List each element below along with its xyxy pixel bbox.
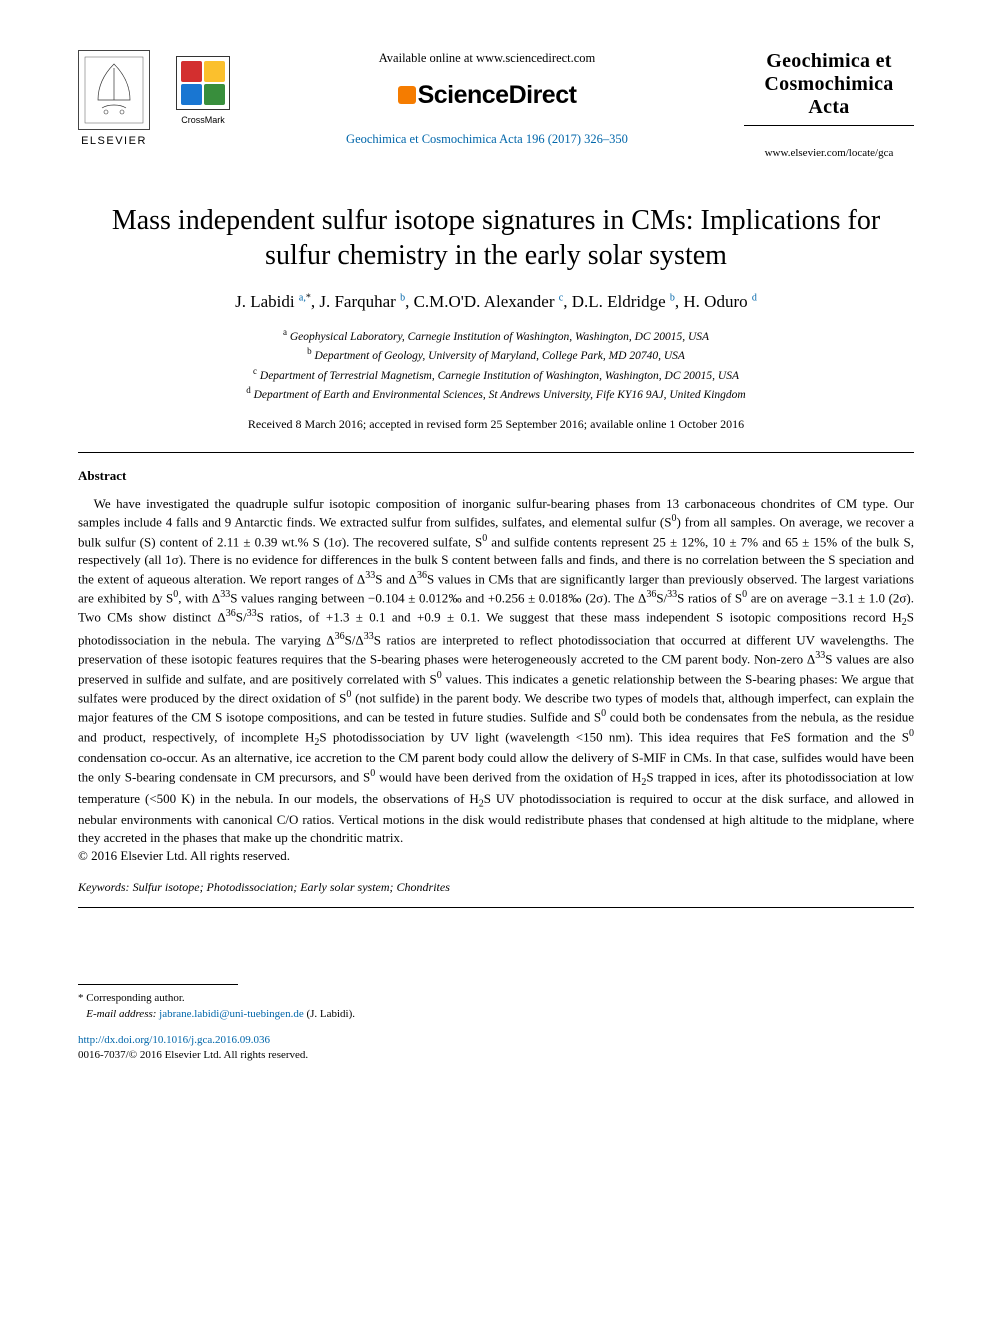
journal-reference-line: Geochimica et Cosmochimica Acta 196 (201…: [242, 131, 732, 148]
keywords-values: Sulfur isotope; Photodissociation; Early…: [133, 880, 450, 894]
crossmark-icon: [176, 56, 230, 110]
available-online-line: Available online at www.sciencedirect.co…: [242, 50, 732, 67]
affiliation-b: b Department of Geology, University of M…: [78, 345, 914, 365]
footnote-star: * Corresponding author.: [78, 991, 914, 1007]
elsevier-block: ELSEVIER: [78, 50, 150, 149]
crossmark-block[interactable]: CrossMark: [176, 56, 230, 126]
email-author: (J. Labidi).: [306, 1008, 355, 1020]
header-left-logos: ELSEVIER CrossMark: [78, 50, 230, 149]
affiliation-c: c Department of Terrestrial Magnetism, C…: [78, 365, 914, 385]
sciencedirect-logo: ScienceDirect: [242, 79, 732, 113]
keywords-bottom-rule: [78, 907, 914, 908]
doi-line: http://dx.doi.org/10.1016/j.gca.2016.09.…: [78, 1033, 914, 1048]
journal-name-l1: Geochimica et: [744, 50, 914, 73]
header-right: Geochimica et Cosmochimica Acta www.else…: [744, 50, 914, 161]
journal-name: Geochimica et Cosmochimica Acta: [744, 50, 914, 119]
corresponding-email-link[interactable]: jabrane.labidi@uni-tuebingen.de: [159, 1008, 304, 1020]
elsevier-tree-icon: [78, 50, 150, 130]
footnote-separator: [78, 984, 238, 985]
abstract-copyright: © 2016 Elsevier Ltd. All rights reserved…: [78, 847, 914, 865]
author-list: J. Labidi a,*, J. Farquhar b, C.M.O'D. A…: [78, 291, 914, 314]
locate-url: www.elsevier.com/locate/gca: [744, 146, 914, 161]
affiliation-a: a Geophysical Laboratory, Carnegie Insti…: [78, 326, 914, 346]
journal-ref-link[interactable]: Geochimica et Cosmochimica Acta 196 (201…: [346, 132, 628, 146]
sd-text: ScienceDirect: [418, 81, 577, 109]
keywords-line: Keywords: Sulfur isotope; Photodissociat…: [78, 879, 914, 895]
abstract-top-rule: [78, 452, 914, 453]
affiliations: a Geophysical Laboratory, Carnegie Insti…: [78, 326, 914, 404]
crossmark-label: CrossMark: [181, 114, 225, 126]
abstract-text: We have investigated the quadruple sulfu…: [78, 495, 914, 848]
abstract-heading: Abstract: [78, 467, 914, 485]
corresponding-author-footnote: * Corresponding author. E-mail address: …: [78, 991, 914, 1023]
affiliation-d: d Department of Earth and Environmental …: [78, 384, 914, 404]
email-label: E-mail address:: [86, 1008, 156, 1020]
doi-link[interactable]: http://dx.doi.org/10.1016/j.gca.2016.09.…: [78, 1034, 270, 1046]
footnote-email-line: E-mail address: jabrane.labidi@uni-tuebi…: [78, 1007, 914, 1023]
journal-name-l3: Acta: [744, 96, 914, 119]
journal-name-underline: [744, 125, 914, 126]
abstract-body: We have investigated the quadruple sulfu…: [78, 495, 914, 866]
issn-copyright: 0016-7037/© 2016 Elsevier Ltd. All right…: [78, 1048, 914, 1063]
sd-orange-icon: [398, 86, 416, 104]
article-title: Mass independent sulfur isotope signatur…: [78, 203, 914, 273]
article-dates: Received 8 March 2016; accepted in revis…: [78, 416, 914, 432]
journal-name-l2: Cosmochimica: [744, 73, 914, 96]
keywords-label: Keywords:: [78, 880, 130, 894]
elsevier-label: ELSEVIER: [81, 134, 147, 149]
header-center: Available online at www.sciencedirect.co…: [230, 50, 744, 148]
journal-header: ELSEVIER CrossMark Available online at w…: [78, 50, 914, 161]
